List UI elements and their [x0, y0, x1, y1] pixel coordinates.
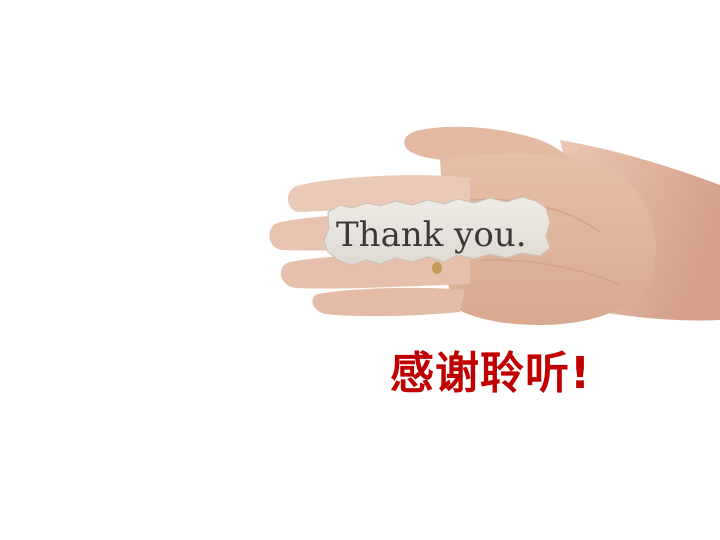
note-text: Thank you.: [336, 215, 527, 255]
finger-little: [312, 287, 465, 317]
closing-text: 感谢聆听!: [390, 348, 592, 399]
finger-ring: [280, 254, 470, 289]
ring-icon: [432, 262, 442, 274]
torn-paper-note: [323, 196, 551, 266]
palm-shape: [440, 153, 656, 325]
